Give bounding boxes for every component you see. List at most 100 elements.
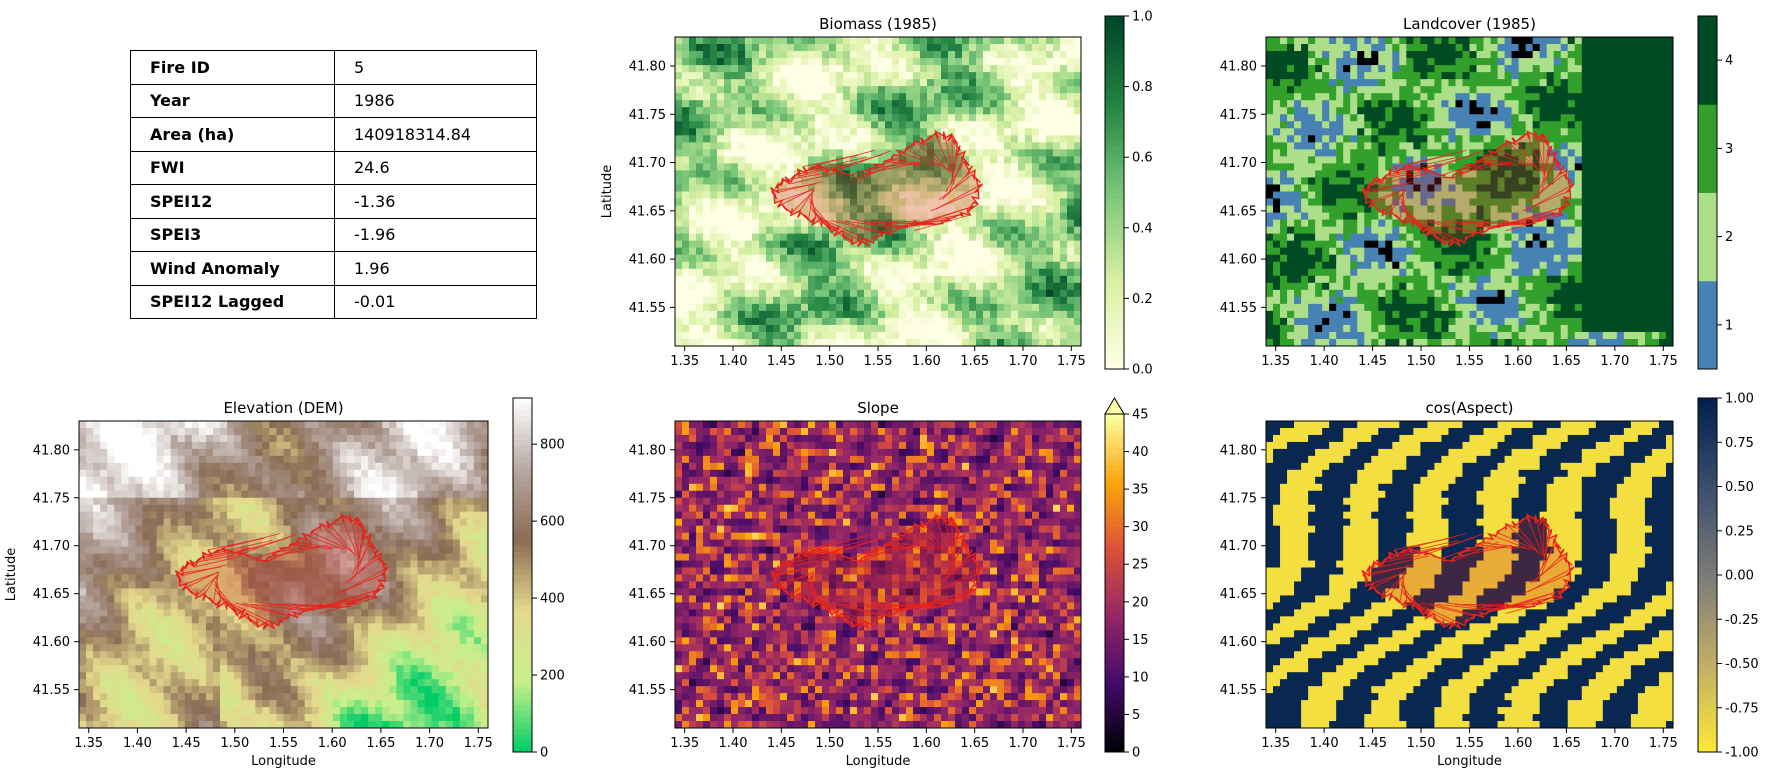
raster-cell [1588,268,1597,277]
raster-cell [1343,212,1351,221]
raster-cell [1364,170,1372,179]
raster-cell [1329,177,1337,186]
raster-cell [1294,135,1302,143]
raster-cell [1644,100,1653,108]
table-cell-label: SPEI12 Lagged [130,284,335,319]
raster-cell [941,212,949,221]
raster-cell [1343,65,1351,73]
raster-cell [815,121,823,129]
raster-cell [955,93,963,101]
raster-cell [1273,275,1281,284]
raster-cell [1392,156,1400,165]
raster-cell [1497,254,1506,263]
raster-cell [1343,233,1351,242]
raster-cell [1294,149,1302,157]
raster-cell [955,86,963,94]
raster-cell [1511,268,1520,277]
raster-cell [794,51,802,59]
raster-cell [1546,65,1555,73]
raster-cell [1308,156,1316,165]
raster-cell [1025,37,1033,45]
raster-cell [717,44,725,52]
raster-cell [857,317,865,326]
raster-cell [710,191,718,200]
raster-cell [920,72,928,80]
raster-cell [1427,177,1436,186]
raster-cell [857,51,865,59]
raster-cell [1476,212,1485,221]
raster-cell [689,135,697,143]
raster-cell [801,156,809,165]
raster-cell [948,219,956,228]
raster-cell [1588,121,1597,129]
raster-cell [1046,261,1054,270]
raster-cell [1011,86,1019,94]
raster-cell [1616,142,1625,150]
raster-cell [1651,282,1660,291]
raster-cell [1301,240,1309,249]
raster-cell [941,219,949,228]
raster-cell [1532,261,1541,270]
raster-cell [1630,156,1639,165]
raster-cell [1336,219,1344,228]
raster-cell [1406,121,1414,129]
raster-cell [1039,254,1047,263]
raster-cell [1497,86,1506,94]
raster-cell [689,268,697,277]
raster-cell [780,44,788,52]
raster-cell [710,296,718,305]
raster-cell [1350,79,1358,87]
raster-cell [766,79,774,87]
raster-cell [1046,205,1054,214]
raster-cell [1322,121,1330,129]
raster-cell [1364,289,1372,298]
raster-cell [1336,240,1344,249]
raster-cell [1658,205,1667,214]
raster-cell [1032,233,1040,242]
raster-cell [745,72,753,80]
raster-cell [1616,65,1625,73]
raster-cell [717,317,725,326]
raster-cell [1469,205,1478,214]
raster-cell [1308,240,1316,249]
raster-cell [1651,198,1660,207]
raster-cell [1574,37,1583,45]
raster-cell [1581,261,1590,270]
raster-cell [1392,107,1400,115]
raster-cell [1266,205,1274,214]
raster-cell [1392,135,1400,143]
raster-cell [787,170,795,179]
raster-cell [836,114,844,122]
raster-cell [1413,247,1421,256]
raster-cell [759,282,767,291]
raster-cell [1039,177,1047,186]
raster-cell [1504,156,1513,165]
raster-cell [1427,240,1436,249]
raster-cell [1630,51,1639,59]
colorbar-segment [1105,163,1124,170]
raster-cell [1441,100,1450,108]
raster-cell [1623,114,1632,122]
raster-cell [1004,212,1012,221]
raster-cell [1060,142,1068,150]
raster-cell [759,226,767,235]
raster-cell [1018,65,1026,73]
raster-cell [1392,184,1400,193]
raster-cell [829,331,837,340]
raster-cell [1032,44,1040,52]
raster-cell [990,72,998,80]
colorbar-segment [1105,121,1124,129]
raster-cell [1378,86,1386,94]
raster-cell [1385,254,1393,263]
raster-cell [773,156,781,165]
raster-cell [1595,100,1604,108]
raster-cell [1378,163,1386,172]
raster-cell [871,177,879,186]
raster-cell [710,128,718,136]
raster-cell [920,317,928,326]
raster-cell [759,296,767,305]
raster-cell [1046,170,1054,179]
raster-cell [1532,254,1541,263]
raster-cell [934,289,942,298]
raster-cell [969,72,977,80]
